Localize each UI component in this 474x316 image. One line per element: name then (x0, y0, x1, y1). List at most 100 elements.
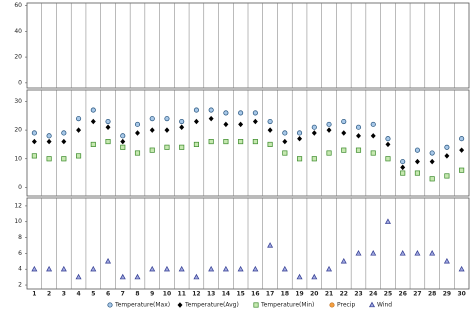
data-point (135, 130, 140, 136)
y-tick-label: 2 (18, 282, 22, 289)
data-point (46, 156, 52, 162)
data-point (429, 250, 436, 256)
data-point (222, 265, 229, 272)
data-point (384, 218, 391, 224)
data-point (76, 127, 82, 133)
data-point (385, 156, 391, 162)
data-point (252, 110, 258, 116)
data-point (355, 250, 362, 256)
data-point (326, 150, 332, 156)
legend-label: Temperature(Min) (260, 302, 314, 309)
data-point (208, 115, 214, 122)
legend-label: Temperature(Avg) (184, 302, 239, 309)
x-tick-label: 16 (251, 291, 259, 298)
data-point (414, 158, 420, 165)
data-point (134, 121, 141, 127)
data-point (311, 130, 317, 136)
data-point (297, 130, 303, 136)
legend-label: Temperature(Max) (114, 302, 170, 309)
data-point (459, 147, 465, 153)
data-point (458, 265, 465, 272)
data-point (149, 116, 155, 122)
data-point (341, 130, 347, 136)
data-point (134, 273, 141, 280)
x-tick-label: 7 (121, 291, 125, 298)
data-point (326, 121, 332, 127)
data-point (385, 136, 391, 142)
x-tick-label: 12 (192, 291, 200, 298)
x-tick-label: 20 (310, 291, 318, 298)
data-point (400, 159, 406, 165)
x-tick-label: 17 (266, 291, 274, 298)
data-point (120, 133, 126, 139)
y-tick-label: 30 (14, 98, 22, 105)
legend-marker (107, 302, 113, 308)
data-point (282, 150, 288, 156)
data-point (297, 156, 303, 162)
y-tick-label: 0 (18, 184, 22, 191)
legend-marker (177, 302, 183, 308)
x-tick-label: 14 (222, 291, 230, 298)
data-point (193, 107, 199, 113)
y-tick-label: 12 (14, 202, 22, 209)
data-point (429, 150, 435, 156)
data-point (208, 139, 214, 145)
data-point (326, 127, 332, 133)
data-point (297, 135, 303, 142)
data-point (341, 147, 347, 153)
data-point (46, 133, 52, 139)
x-tick-label: 4 (76, 291, 80, 298)
data-point (311, 124, 317, 130)
data-point (267, 242, 274, 248)
data-point (179, 124, 185, 130)
y-tick-label: 0 (18, 79, 22, 86)
data-point (400, 170, 406, 176)
data-point (370, 150, 376, 156)
data-point (46, 265, 53, 272)
data-point (179, 144, 185, 150)
data-point (267, 127, 273, 133)
data-point (444, 144, 450, 150)
data-point (119, 273, 126, 280)
x-tick-label: 9 (150, 291, 154, 298)
x-tick-label: 5 (91, 291, 95, 298)
x-tick-label: 8 (135, 291, 139, 298)
y-tick-label: 40 (14, 28, 22, 35)
y-tick-label: 60 (14, 2, 22, 9)
y-tick-label: 6 (18, 250, 22, 257)
data-point (414, 147, 420, 153)
data-point (193, 141, 199, 147)
x-tick-label: 1 (32, 291, 36, 298)
y-tick-label: 20 (14, 127, 22, 134)
data-point (149, 127, 155, 133)
data-point (355, 124, 362, 130)
data-point (179, 118, 185, 125)
data-point (296, 273, 303, 280)
data-point (400, 164, 406, 171)
x-tick-label: 6 (106, 291, 110, 298)
x-tick-label: 3 (62, 291, 66, 298)
data-point (238, 110, 244, 116)
y-tick-label: 10 (14, 218, 22, 225)
legend-marker (329, 302, 335, 308)
data-point (399, 250, 406, 256)
data-point (370, 121, 376, 127)
x-tick-label: 30 (457, 291, 465, 298)
x-tick-label: 24 (369, 291, 377, 298)
data-point (76, 153, 82, 159)
data-point (459, 136, 465, 142)
data-point (105, 139, 111, 145)
data-point (223, 139, 229, 145)
x-tick-label: 13 (207, 291, 215, 298)
x-tick-label: 2 (47, 291, 51, 298)
data-point (164, 144, 170, 150)
legend-label: Precip (337, 302, 356, 309)
data-point (252, 139, 258, 145)
data-point (282, 130, 288, 136)
data-point (76, 116, 82, 122)
data-point (429, 176, 435, 182)
legend-label: Wind (377, 302, 392, 309)
x-tick-label: 25 (384, 291, 392, 298)
data-point (90, 141, 96, 147)
x-tick-label: 28 (428, 291, 436, 298)
